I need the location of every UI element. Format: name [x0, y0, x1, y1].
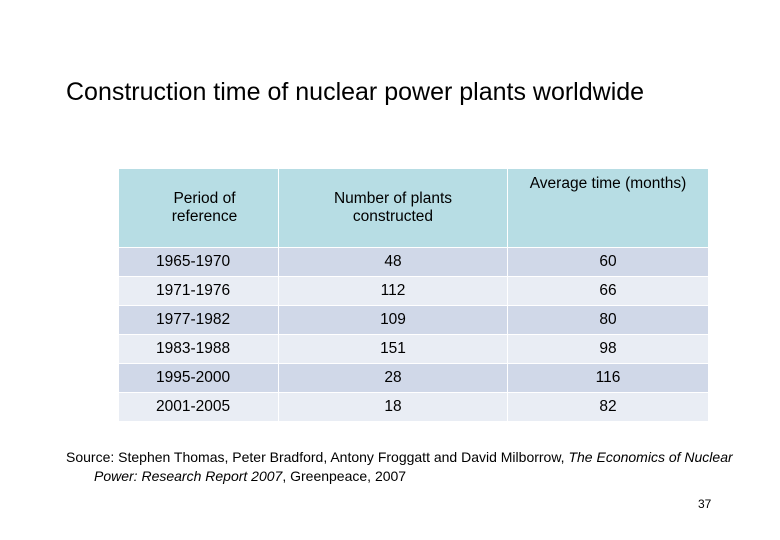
table-cell: 98 [507, 334, 709, 364]
source-title: The Economics of Nuclear Power: Research… [94, 449, 733, 484]
table-cell: 28 [278, 363, 508, 393]
table-row: 1965-1970 48 60 [118, 247, 709, 277]
table-cell: 112 [278, 276, 508, 306]
table-cell: 82 [507, 392, 709, 422]
table-cell: 151 [278, 334, 508, 364]
table-cell: 48 [278, 247, 508, 277]
source-suffix: , Greenpeace, 2007 [282, 468, 407, 484]
page-number: 37 [698, 497, 712, 511]
table-cell: 18 [278, 392, 508, 422]
data-table: Period of reference Number of plants cons… [118, 168, 709, 422]
table-cell: 80 [507, 305, 709, 335]
column-header: Number of plants constructed [278, 168, 508, 248]
table-cell: 60 [507, 247, 709, 277]
table-cell: 1983-1988 [118, 334, 279, 364]
slide-title: Construction time of nuclear power plant… [66, 78, 645, 106]
table-row: 1971-1976 112 66 [118, 276, 709, 306]
table-row: 1983-1988 151 98 [118, 334, 709, 364]
table-cell: 1995-2000 [118, 363, 279, 393]
column-header: Period of reference [118, 168, 279, 248]
table-row: 1995-2000 28 116 [118, 363, 709, 393]
header-row: Period of reference Number of plants cons… [118, 168, 709, 248]
table-row: 1977-1982 109 80 [118, 305, 709, 335]
table-cell: 109 [278, 305, 508, 335]
table-row: 2001-2005 18 82 [118, 392, 709, 422]
table-cell: 2001-2005 [118, 392, 279, 422]
source-note: Source: Stephen Thomas, Peter Bradford, … [66, 448, 734, 486]
column-header: Average time (months) [507, 168, 709, 248]
table-cell: 1965-1970 [118, 247, 279, 277]
table-cell: 66 [507, 276, 709, 306]
table-cell: 1971-1976 [118, 276, 279, 306]
table-cell: 116 [507, 363, 709, 393]
table-cell: 1977-1982 [118, 305, 279, 335]
source-prefix: Source: Stephen Thomas, Peter Bradford, … [66, 449, 565, 465]
